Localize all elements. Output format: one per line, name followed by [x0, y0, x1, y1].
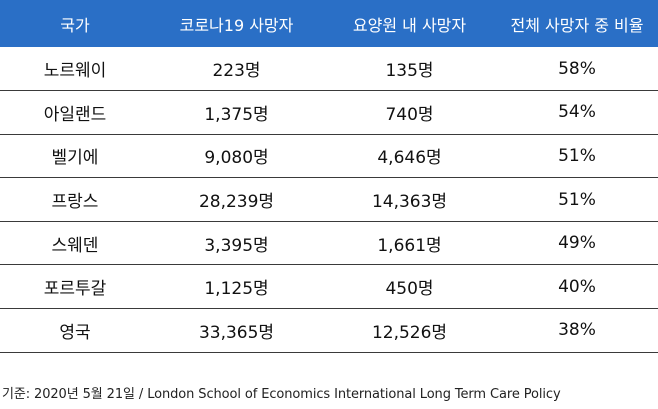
- cell-nursing-home-deaths: 1,661명: [377, 235, 442, 256]
- table-row: 포르투갈 1,125명 450명 40%: [0, 265, 658, 309]
- table-row: 스웨덴 3,395명 1,661명 49%: [0, 221, 658, 265]
- cell-country: 프랑스: [51, 192, 99, 213]
- covid-nursing-home-deaths-table: 국가 코로나19 사망자 요양원 내 사망자 전체 사망자 중 비율 노르웨이 …: [0, 0, 658, 353]
- cell-country: 벨기에: [51, 148, 99, 169]
- table-row: 벨기에 9,080명 4,646명 51%: [0, 134, 658, 178]
- cell-share: 38%: [558, 320, 596, 341]
- cell-share: 51%: [558, 145, 596, 166]
- cell-nursing-home-deaths: 12,526명: [371, 322, 448, 343]
- cell-nursing-home-deaths: 4,646명: [377, 148, 442, 169]
- table-row: 노르웨이 223명 135명 58%: [0, 47, 658, 91]
- cell-share: 58%: [558, 58, 596, 79]
- cell-covid-deaths: 1,375명: [204, 104, 269, 125]
- cell-covid-deaths: 223명: [212, 61, 261, 82]
- table-row: 프랑스 28,239명 14,363명 51%: [0, 178, 658, 222]
- cell-country: 노르웨이: [43, 61, 107, 82]
- cell-nursing-home-deaths: 14,363명: [371, 192, 448, 213]
- cell-covid-deaths: 33,365명: [198, 322, 275, 343]
- table-row: 아일랜드 1,375명 740명 54%: [0, 91, 658, 135]
- table-row: 영국 33,365명 12,526명 38%: [0, 309, 658, 353]
- cell-covid-deaths: 3,395명: [204, 235, 269, 256]
- cell-share: 49%: [558, 233, 596, 254]
- cell-country: 영국: [59, 322, 91, 343]
- source-note: 기준: 2020년 5월 21일 / London School of Econ…: [2, 387, 561, 402]
- cell-country: 스웨덴: [51, 235, 99, 256]
- cell-nursing-home-deaths: 450명: [385, 279, 434, 300]
- header-country: 국가: [60, 15, 90, 35]
- cell-covid-deaths: 28,239명: [198, 192, 275, 213]
- cell-country: 아일랜드: [43, 104, 107, 125]
- header-share-of-deaths: 전체 사망자 중 비율: [510, 15, 644, 35]
- cell-share: 54%: [558, 102, 596, 123]
- header-covid-deaths: 코로나19 사망자: [179, 15, 294, 35]
- header-nursing-home-deaths: 요양원 내 사망자: [352, 15, 467, 35]
- cell-covid-deaths: 1,125명: [204, 279, 269, 300]
- cell-share: 51%: [558, 189, 596, 210]
- cell-share: 40%: [558, 276, 596, 297]
- cell-nursing-home-deaths: 740명: [385, 104, 434, 125]
- cell-country: 포르투갈: [43, 279, 107, 300]
- cell-covid-deaths: 9,080명: [204, 148, 269, 169]
- cell-nursing-home-deaths: 135명: [385, 61, 434, 82]
- table-header-row: 국가 코로나19 사망자 요양원 내 사망자 전체 사망자 중 비율: [0, 0, 658, 47]
